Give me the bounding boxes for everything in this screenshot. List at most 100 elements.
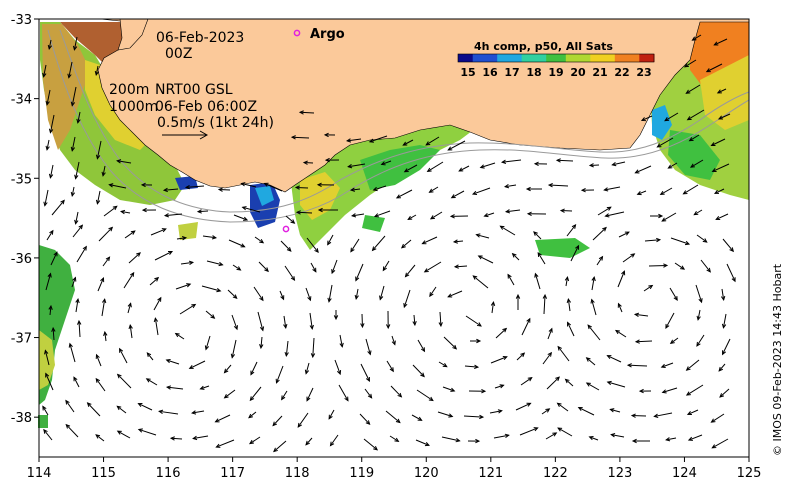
current-arrow: [199, 385, 210, 390]
argo-label: Argo: [310, 27, 345, 42]
current-arrow: [429, 211, 443, 220]
current-arrow: [46, 229, 54, 241]
current-arrow: [149, 276, 160, 286]
current-arrow: [248, 436, 261, 445]
current-arrow: [507, 273, 515, 286]
current-arrow: [333, 310, 339, 321]
current-arrow: [696, 309, 701, 321]
isobath-1000m: [47, 29, 750, 223]
current-arrow: [44, 349, 50, 366]
current-arrow: [412, 314, 417, 327]
analysis-time-label: 06-Feb 06:00Z: [155, 99, 257, 115]
current-arrow: [626, 363, 648, 368]
current-arrow: [386, 360, 394, 373]
current-arrow: [389, 435, 400, 442]
current-arrow: [65, 399, 75, 413]
current-arrow: [519, 427, 539, 436]
current-arrow: [233, 214, 249, 221]
colorbar-swatch: [560, 54, 567, 62]
current-arrow: [670, 237, 691, 246]
current-arrow: [355, 263, 364, 282]
current-arrow: [295, 210, 313, 215]
current-arrow: [43, 189, 49, 207]
current-arrow: [710, 138, 726, 147]
current-arrow: [116, 373, 132, 389]
current-arrow: [559, 208, 573, 213]
current-arrow: [472, 275, 489, 289]
colorbar-swatch: [600, 54, 606, 62]
current-arrow: [77, 319, 82, 338]
current-arrow: [390, 385, 403, 398]
colorbar-title: 4h comp, p50, All Sats: [474, 40, 613, 53]
sst-patch-mid-green: [360, 145, 440, 190]
colorbar-swatch: [629, 54, 635, 62]
current-arrow: [423, 261, 442, 273]
current-arrow: [372, 185, 387, 192]
sst-patch-left-edge-yellow: [39, 330, 55, 390]
current-arrow: [477, 255, 494, 264]
current-arrow: [379, 285, 385, 301]
current-arrow: [515, 402, 532, 411]
colorbar-tick-label: 20: [570, 66, 586, 79]
current-arrow: [669, 287, 678, 301]
current-arrow: [648, 263, 669, 268]
current-arrow: [556, 402, 569, 412]
current-arrow: [588, 163, 600, 168]
time-label: 00Z: [165, 46, 192, 62]
current-arrow: [710, 413, 725, 423]
current-arrow: [323, 132, 336, 138]
current-arrow: [119, 347, 128, 364]
current-arrow: [283, 315, 288, 330]
current-arrow: [700, 259, 711, 273]
current-arrow: [232, 264, 242, 271]
current-arrow: [385, 410, 401, 424]
current-arrow: [101, 165, 106, 177]
current-arrow: [331, 259, 338, 275]
current-arrow: [70, 86, 77, 107]
credit-text: © IMOS 09-Feb-2023 14:43 Hobart: [771, 263, 784, 456]
current-arrow: [585, 357, 596, 366]
current-arrow: [154, 250, 174, 261]
current-arrow: [272, 415, 283, 427]
current-arrow: [726, 263, 736, 283]
current-arrow: [425, 136, 440, 146]
current-arrow: [564, 378, 574, 387]
current-arrow: [685, 359, 700, 371]
colorbar-swatches: [457, 53, 655, 63]
current-arrow: [329, 434, 339, 447]
current-arrow: [426, 161, 444, 172]
current-arrow: [587, 324, 601, 341]
colorbar-swatch: [477, 54, 483, 62]
current-arrow: [250, 361, 258, 376]
current-arrow: [119, 209, 131, 215]
current-arrow: [297, 412, 309, 428]
current-arrow: [617, 302, 623, 313]
current-arrow: [253, 286, 264, 302]
current-arrow: [146, 352, 154, 361]
current-arrow: [686, 109, 705, 121]
current-arrow: [716, 88, 727, 94]
current-arrow: [324, 157, 340, 163]
lat-tick-label: -33: [11, 13, 32, 28]
colorbar-swatch: [605, 54, 611, 62]
current-arrow: [48, 164, 54, 179]
current-arrow: [368, 135, 388, 143]
current-arrow: [317, 207, 339, 213]
current-arrow: [165, 358, 180, 365]
current-arrow: [275, 365, 284, 384]
current-arrow: [566, 224, 577, 237]
current-arrow: [545, 432, 558, 440]
current-arrow: [281, 390, 288, 401]
current-arrow: [691, 34, 702, 41]
current-arrow: [443, 336, 458, 350]
current-arrow: [634, 339, 653, 344]
current-arrow: [450, 190, 465, 199]
current-arrow: [580, 188, 595, 193]
colorbar-tick-label: 18: [526, 66, 541, 79]
current-arrow: [360, 363, 370, 383]
current-arrow: [116, 159, 132, 164]
current-arrow: [533, 161, 548, 167]
current-arrow: [643, 284, 654, 292]
current-arrow: [259, 336, 264, 350]
current-arrow: [696, 334, 705, 347]
